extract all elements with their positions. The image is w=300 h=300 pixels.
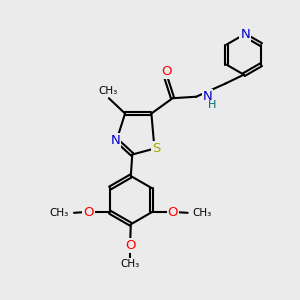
Text: N: N [240,28,250,40]
Text: CH₃: CH₃ [99,86,118,96]
Text: O: O [161,65,171,78]
Text: CH₃: CH₃ [50,208,69,218]
Text: O: O [168,206,178,219]
Text: CH₃: CH₃ [121,259,140,269]
Text: O: O [83,206,94,219]
Text: S: S [152,142,160,155]
Text: H: H [208,100,217,110]
Text: CH₃: CH₃ [193,208,212,218]
Text: O: O [125,239,136,252]
Text: N: N [202,90,212,103]
Text: N: N [110,134,120,147]
